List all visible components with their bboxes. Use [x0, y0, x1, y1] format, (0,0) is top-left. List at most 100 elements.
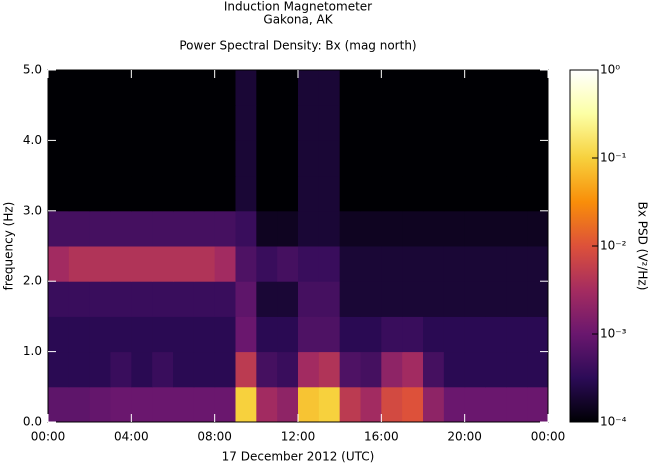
cell: [423, 281, 445, 317]
cell: [193, 386, 216, 423]
cell: [214, 351, 236, 388]
cell: [506, 351, 528, 388]
cell: [443, 351, 466, 388]
cell: [485, 70, 507, 106]
x-tick-label: 16:00: [364, 430, 399, 444]
cell: [360, 70, 382, 106]
cell: [152, 175, 174, 212]
cell: [527, 175, 549, 212]
cell: [339, 246, 361, 282]
cell: [381, 70, 403, 106]
cell: [527, 70, 549, 106]
cell: [48, 351, 70, 388]
cell: [485, 140, 507, 177]
cell: [89, 386, 111, 423]
cell: [110, 70, 132, 106]
cell: [506, 246, 528, 282]
cell: [131, 246, 153, 282]
cell: [318, 351, 341, 388]
cell: [318, 316, 341, 353]
cell: [360, 281, 382, 317]
y-tick-label: 1.0: [23, 344, 42, 358]
cell: [485, 175, 507, 212]
cell: [48, 70, 70, 106]
y-tick-label: 5.0: [23, 63, 42, 77]
cell: [360, 105, 382, 141]
cell: [506, 140, 528, 177]
cell: [464, 351, 486, 388]
cell: [152, 105, 174, 141]
cell: [193, 210, 216, 247]
cell: [173, 140, 195, 177]
cell: [131, 210, 153, 247]
cell: [277, 281, 299, 317]
cell: [68, 316, 91, 353]
cell: [277, 140, 299, 177]
cell: [152, 70, 174, 106]
cell: [277, 210, 299, 247]
cell: [423, 105, 445, 141]
cell: [48, 246, 70, 282]
cell: [256, 210, 278, 247]
cell: [68, 70, 91, 106]
cell: [193, 281, 216, 317]
cell: [256, 70, 278, 106]
cell: [527, 351, 549, 388]
cell: [110, 210, 132, 247]
colorbar-tick-label: 10⁰: [600, 63, 620, 77]
cell: [214, 210, 236, 247]
cell: [485, 105, 507, 141]
cell: [256, 140, 278, 177]
cell: [464, 316, 486, 353]
cell: [527, 140, 549, 177]
cell: [68, 175, 91, 212]
cell: [298, 351, 320, 388]
cell: [277, 351, 299, 388]
cell: [152, 281, 174, 317]
cell: [277, 105, 299, 141]
cell: [402, 175, 424, 212]
cell: [360, 140, 382, 177]
cell: [298, 281, 320, 317]
cell: [214, 175, 236, 212]
cell: [339, 140, 361, 177]
cell: [360, 246, 382, 282]
cell: [423, 316, 445, 353]
cell: [277, 246, 299, 282]
cell: [402, 140, 424, 177]
cell: [402, 351, 424, 388]
cell: [360, 210, 382, 247]
cell: [402, 210, 424, 247]
cell: [381, 175, 403, 212]
cell: [68, 105, 91, 141]
cell: [214, 70, 236, 106]
cell: [173, 281, 195, 317]
cell: [423, 386, 445, 423]
x-tick-label: 00:00: [31, 430, 66, 444]
cell: [173, 210, 195, 247]
cell: [339, 386, 361, 423]
cell: [464, 105, 486, 141]
cell: [339, 281, 361, 317]
cell: [68, 140, 91, 177]
cell: [443, 70, 466, 106]
cell: [48, 210, 70, 247]
cell: [193, 316, 216, 353]
cell: [464, 140, 486, 177]
cell: [443, 175, 466, 212]
cell: [360, 316, 382, 353]
cell: [131, 175, 153, 212]
cell: [235, 175, 257, 212]
cell: [464, 175, 486, 212]
cell: [214, 246, 236, 282]
cell: [173, 175, 195, 212]
cell: [235, 140, 257, 177]
cell: [381, 386, 403, 423]
cell: [110, 351, 132, 388]
cell: [48, 105, 70, 141]
cell: [152, 140, 174, 177]
cell: [527, 316, 549, 353]
cell: [110, 316, 132, 353]
cell: [506, 210, 528, 247]
cell: [235, 281, 257, 317]
